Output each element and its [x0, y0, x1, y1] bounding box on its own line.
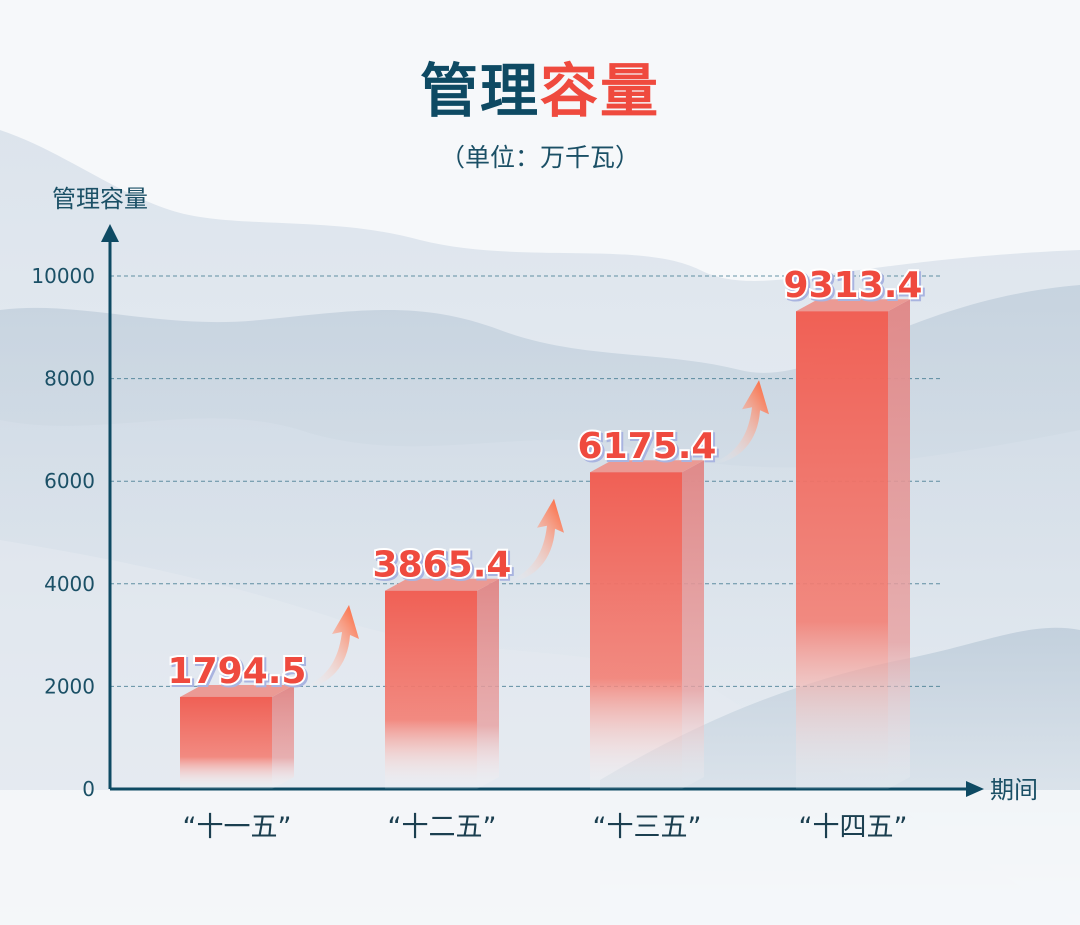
x-tick-label: “十一五” [183, 812, 292, 843]
x-tick-label: “十二五” [388, 812, 497, 843]
bar [180, 696, 272, 789]
growth-arrow-icon [509, 498, 564, 583]
y-tick-label: 10000 [31, 264, 95, 288]
y-tick-label: 4000 [44, 572, 95, 596]
bar-top [385, 578, 499, 591]
chart-title: 管理容量 [419, 57, 661, 125]
y-tick-label: 8000 [44, 367, 95, 391]
data-label: 9313.4 [784, 265, 923, 306]
bar-side [888, 299, 910, 789]
data-label: 1794.5 [168, 651, 307, 692]
bar-side [477, 578, 499, 789]
data-label: 3865.4 [373, 545, 512, 586]
x-axis-label: 期间 [990, 776, 1038, 804]
bar-side [272, 684, 294, 789]
y-tick-label: 6000 [44, 469, 95, 493]
bar-side [682, 460, 704, 789]
bar-top [590, 460, 704, 473]
x-tick-label: “十三五” [593, 812, 702, 843]
y-tick-label: 2000 [44, 674, 95, 698]
bar [590, 472, 682, 789]
data-label: 6175.4 [578, 426, 717, 467]
y-tick-label: 0 [82, 777, 95, 801]
unit-subtitle: （单位：万千瓦） [439, 143, 640, 172]
y-axis-arrow-icon [101, 224, 119, 242]
y-axis-label: 管理容量 [52, 185, 148, 213]
x-tick-label: “十四五” [799, 812, 908, 843]
x-axis-arrow-icon [966, 781, 984, 797]
bar [796, 311, 888, 789]
bar-top [796, 299, 910, 312]
bar-top [180, 684, 294, 697]
bar [385, 590, 477, 789]
growth-arrow-icon [714, 380, 769, 465]
growth-arrow-icon [304, 604, 359, 689]
